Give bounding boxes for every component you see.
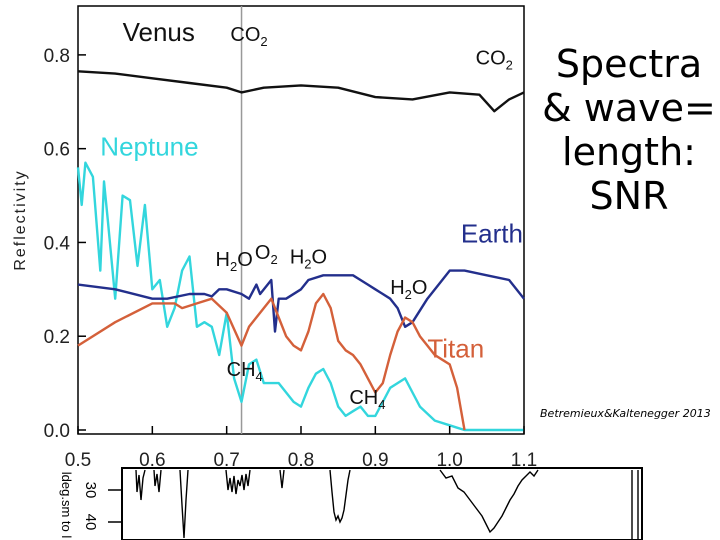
y-tick-label: 0.2 bbox=[44, 327, 70, 348]
series-line-earth bbox=[77, 269, 525, 333]
series-label-earth: Earth bbox=[461, 218, 523, 248]
plot-frame bbox=[77, 5, 525, 435]
x-tick-label: 1.0 bbox=[436, 450, 462, 471]
lower-panel-ytick: 40 bbox=[82, 514, 99, 531]
molecule-annotation: CO2 bbox=[476, 47, 513, 72]
molecule-annotation: O2 bbox=[255, 242, 278, 267]
lower-panel-y-label: ldeg.sm to l bbox=[59, 472, 74, 539]
molecule-annotation: CH4 bbox=[227, 359, 263, 384]
slide-title-line: length: bbox=[562, 130, 696, 174]
lower-panel-frame bbox=[121, 467, 643, 540]
absorption-trace bbox=[135, 469, 639, 540]
molecule-annotation: H2O bbox=[216, 249, 253, 274]
molecule-annotation: CH4 bbox=[349, 387, 385, 412]
citation: Betremieux&Kaltenegger 2013 bbox=[540, 407, 711, 420]
molecule-annotation: CO2 bbox=[230, 24, 267, 49]
x-tick-label: 0.8 bbox=[288, 450, 314, 471]
series-label-venus: Venus bbox=[123, 17, 195, 47]
slide-title-line: SNR bbox=[589, 174, 669, 218]
molecule-annotation: H2O bbox=[290, 247, 327, 272]
series-line-neptune bbox=[76, 161, 524, 432]
x-tick-label: 1.1 bbox=[511, 450, 537, 471]
slide-title-line: Spectra bbox=[555, 42, 703, 86]
lower-panel: ldeg.sm to l 30 40 bbox=[59, 467, 643, 540]
series-label-titan: Titan bbox=[427, 333, 484, 363]
series-line-venus bbox=[77, 70, 525, 113]
y-tick-label: 0.6 bbox=[44, 140, 70, 161]
y-tick-label: 0.4 bbox=[44, 233, 71, 254]
x-tick-label: 0.7 bbox=[213, 450, 239, 471]
x-tick-label: 0.9 bbox=[362, 450, 388, 471]
y-axis-label: Reflectivity bbox=[12, 169, 29, 270]
slide-title: Spectra & wave= length: SNR bbox=[538, 42, 720, 218]
series-line-titan bbox=[77, 292, 466, 431]
x-tick-label: 0.6 bbox=[139, 450, 165, 471]
series-label-neptune: Neptune bbox=[100, 132, 198, 162]
molecule-annotation: H2O bbox=[390, 277, 427, 302]
y-tick-label: 0.0 bbox=[44, 421, 70, 442]
lower-panel-ytick: 30 bbox=[82, 482, 99, 499]
y-tick-label: 0.8 bbox=[44, 46, 70, 67]
x-tick-label: 0.5 bbox=[65, 450, 91, 471]
slide-title-line: & wave= bbox=[542, 86, 716, 130]
